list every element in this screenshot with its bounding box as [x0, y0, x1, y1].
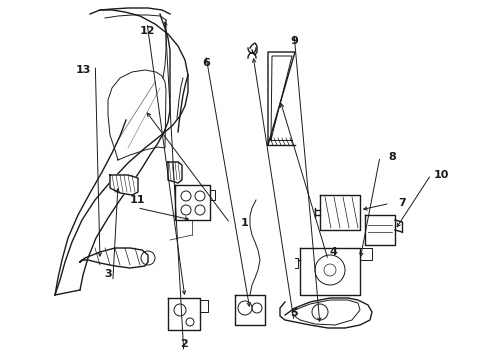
Text: 2: 2 [180, 339, 188, 349]
Text: 10: 10 [433, 170, 449, 180]
Polygon shape [168, 162, 182, 183]
Text: 7: 7 [398, 198, 406, 208]
Text: 8: 8 [388, 152, 396, 162]
Text: 13: 13 [75, 65, 91, 75]
Text: 3: 3 [104, 269, 112, 279]
Text: 1: 1 [241, 218, 249, 228]
Polygon shape [110, 175, 138, 195]
Text: 12: 12 [139, 26, 155, 36]
Text: 11: 11 [129, 195, 145, 205]
Text: 5: 5 [290, 308, 298, 318]
Text: 9: 9 [290, 36, 298, 46]
Text: 6: 6 [202, 58, 210, 68]
Text: 4: 4 [329, 247, 337, 257]
